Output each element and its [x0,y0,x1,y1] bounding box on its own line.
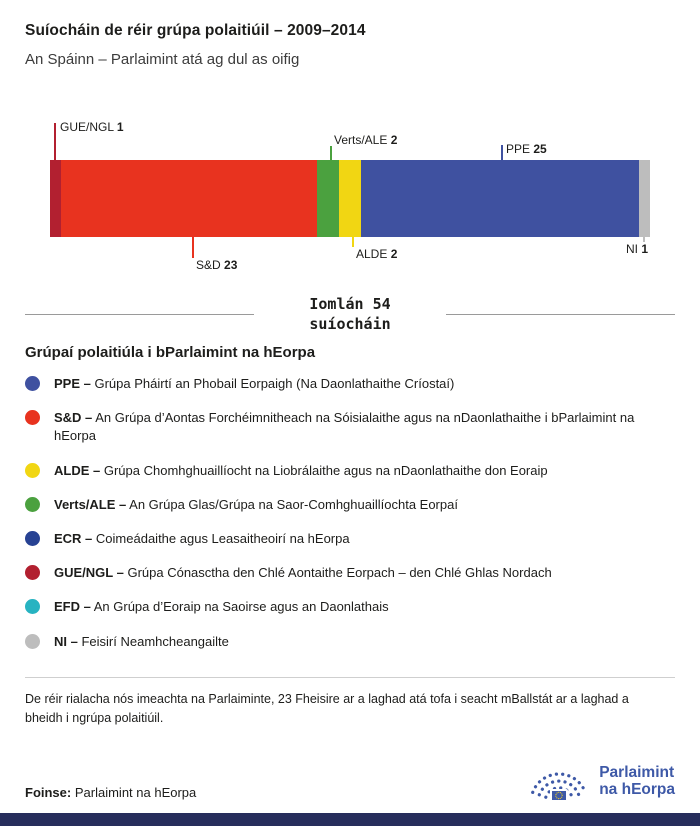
legend-abbr: S&D – [54,410,93,426]
legend-abbr: GUE/NGL – [54,565,124,581]
seats-chart: GUE/NGL 1 Verts/ALE 2 PPE 25 S&D 23 ALDE… [0,115,700,283]
source-label: Foinse: [25,785,72,800]
logo-wordmark: Parlaimint na hEorpa [599,765,675,798]
legend-item-text: GUE/NGL – Grúpa Cónasctha den Chlé Aonta… [54,564,567,582]
seat-count: 25 [533,142,547,156]
european-parliament-logo: Parlaimint na hEorpa [527,760,675,804]
legend-desc: An Grúpa d’Eoraip na Saoirse agus an Dao… [93,599,389,615]
leader-line-verts-ale [330,146,332,160]
footer-note: De réir rialacha nós imeachta na Parlaim… [25,676,675,729]
group-name: PPE [506,142,531,156]
legend-abbr: ALDE – [54,462,101,478]
legend-item-ppe: PPE – Grúpa Pháirtí an Phobail Eorpaigh … [25,375,675,393]
source-line: Foinse: Parlaimint na hEorpa [25,785,196,800]
leader-line-ppe [501,145,503,160]
chart-label-sd: S&D 23 [196,258,237,272]
legend-item-text: NI – Feisirí Neamhcheangailte [54,633,244,651]
legend-desc: Feisirí Neamhcheangailte [81,633,229,649]
legend-item-efd: EFD – An Grúpa d’Eoraip na Saoirse agus … [25,598,675,616]
total-seats-label: Iomlán 54 suíocháin [309,295,390,334]
chart-label-gue-ngl: GUE/NGL 1 [60,120,124,134]
legend-abbr: NI – [54,633,78,649]
legend-desc: Grúpa Chomhghuaillíocht na Liobrálaithe … [103,462,548,478]
logo-line1: Parlaimint [599,764,675,782]
legend-item-verts-ale: Verts/ALE – An Grúpa Glas/Grúpa na Saor-… [25,496,675,514]
bar-segment-ppe [361,160,639,237]
leader-line-ni [643,237,645,242]
group-name: GUE/NGL [60,120,114,134]
legend-desc: Coimeádaithe agus Leasaitheoirí na hEorp… [95,530,350,546]
legend-color-dot [25,599,40,615]
seat-count: 1 [116,120,124,134]
legend-list: PPE – Grúpa Pháirtí an Phobail Eorpaigh … [25,375,675,651]
legend-desc: An Grúpa Glas/Grúpa na Saor-Comhghuaillí… [129,496,458,512]
divider-line-right [445,314,675,315]
legend-item-text: ALDE – Grúpa Chomhghuaillíocht na Liobrá… [54,462,563,480]
total-line1: Iomlán 54 [309,295,391,313]
bar-segment-alde [338,160,362,237]
bottom-row: Foinse: Parlaimint na hEorpa Parlaimint … [25,760,675,804]
source-value: Parlaimint na hEorpa [74,785,197,800]
legend-color-dot [25,530,40,546]
legend-item-text: PPE – Grúpa Pháirtí an Phobail Eorpaigh … [54,375,469,393]
page-title: Suíocháin de réir grúpa polaitiúil – 200… [25,22,366,39]
legend-abbr: PPE – [54,376,91,391]
legend-item-alde: ALDE – Grúpa Chomhghuaillíocht na Liobrá… [25,462,675,480]
total-seats-row: Iomlán 54 suíocháin [25,295,675,334]
divider-line-left [25,314,255,315]
bar-segment-sd [61,160,317,237]
bar-segment-verts-ale [316,160,339,237]
legend-desc: An Grúpa d’Aontas Forchéimnitheach na Só… [54,410,635,444]
bar-segment-ni [638,160,650,237]
total-line2: suíocháin [309,314,391,333]
legend-abbr: EFD – [54,599,91,615]
group-name: NI [625,242,638,256]
chart-label-alde: ALDE 2 [356,247,397,261]
eu-flag-icon [550,789,569,802]
legend-color-dot [25,496,40,512]
seat-count: 1 [641,242,648,256]
legend-desc: Grúpa Pháirtí an Phobail Eorpaigh (Na Da… [94,376,455,391]
leader-line-gue-ngl [54,123,56,160]
legend-item-text: Verts/ALE – An Grúpa Glas/Grúpa na Saor-… [54,496,473,514]
legend-color-dot [25,565,40,581]
legend-item-text: S&D – An Grúpa d’Aontas Forchéimnitheach… [54,409,675,445]
legend-color-dot [25,376,40,391]
legend-abbr: Verts/ALE – [54,496,127,512]
legend-item-gue-ngl: GUE/NGL – Grúpa Cónasctha den Chlé Aonta… [25,564,675,582]
chart-label-ppe: PPE 25 [506,142,547,156]
logo-line2: na hEorpa [599,781,675,798]
seat-count: 23 [224,258,238,272]
stacked-bar [50,160,650,237]
legend-heading: Grúpaí polaitiúla i bParlaimint na hEorp… [25,344,316,361]
legend-item-sd: S&D – An Grúpa d’Aontas Forchéimnitheach… [25,409,675,445]
eu-flag-stars [555,791,563,800]
legend-item-text: EFD – An Grúpa d’Eoraip na Saoirse agus … [54,598,404,616]
group-name: Verts/ALE [334,133,388,147]
group-name: S&D [196,258,221,272]
bar-segment-gue-ngl [50,160,62,237]
group-name: ALDE [356,247,388,261]
chart-label-ni: NI 1 [626,242,648,256]
legend-color-dot [25,462,40,478]
legend-item-ni: NI – Feisirí Neamhcheangailte [25,633,675,651]
page-subtitle: An Spáinn – Parlaimint atá ag dul as oif… [25,51,300,68]
legend-color-dot [25,410,40,426]
legend-color-dot [25,633,40,649]
legend-item-text: ECR – Coimeádaithe agus Leasaitheoirí na… [54,530,365,548]
footer-color-bar [0,813,700,826]
legend-item-ecr: ECR – Coimeádaithe agus Leasaitheoirí na… [25,530,675,548]
seat-count: 2 [390,247,398,261]
leader-line-sd [192,237,194,258]
leader-line-alde [352,237,354,247]
parliament-hemicycle-icon [531,772,588,802]
chart-label-verts-ale: Verts/ALE 2 [334,133,397,147]
legend-abbr: ECR – [54,530,93,546]
seat-count: 2 [390,133,398,147]
legend-desc: Grúpa Cónasctha den Chlé Aontaithe Eorpa… [127,565,552,581]
